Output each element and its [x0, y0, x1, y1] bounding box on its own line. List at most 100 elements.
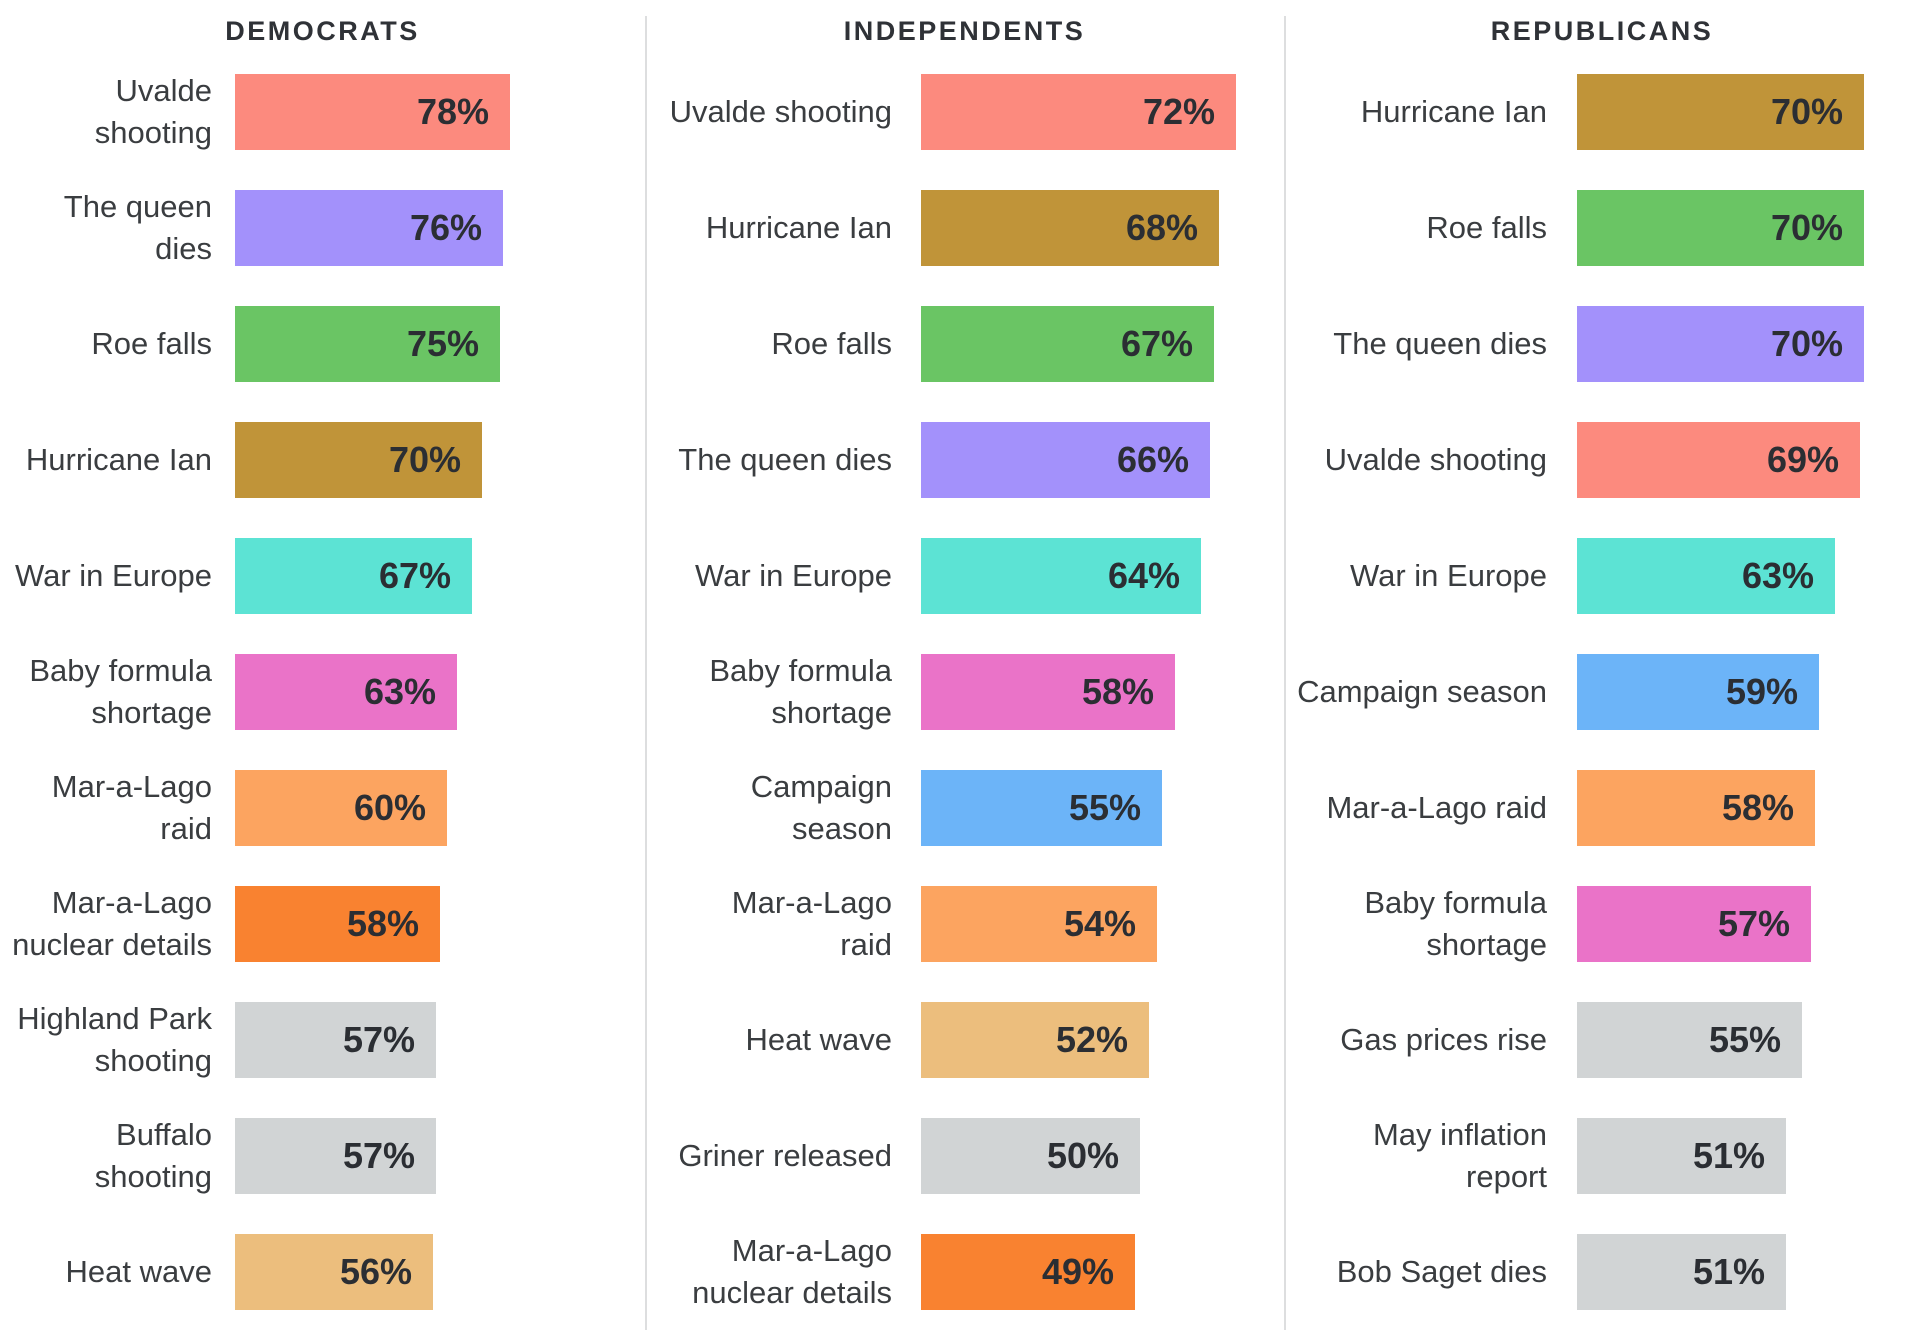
- bar-hurricane-ian: 68%: [921, 190, 1219, 266]
- bar-row: Hurricane Ian 70%: [0, 402, 645, 518]
- bar-may-inflation-report: 51%: [1577, 1118, 1786, 1194]
- bar-bob-saget-dies: 51%: [1577, 1234, 1786, 1310]
- bar-value-label: 56%: [339, 1251, 412, 1292]
- panel-republicans: REPUBLICANS Hurricane Ian 70% Roe falls 70%…: [1284, 0, 1920, 1344]
- bar-value-label: 58%: [1081, 671, 1154, 712]
- bar-value-label: 51%: [1692, 1135, 1765, 1176]
- bar-row: Gas prices rise 55%: [1284, 982, 1920, 1098]
- bar-label: War in Europe: [15, 558, 212, 593]
- bar-row: Mar-a-Lago raid 60%: [0, 750, 645, 866]
- bar-label: Hurricane Ian: [705, 210, 892, 245]
- bar-row: Griner released 50%: [645, 1098, 1284, 1214]
- bar-label: May inflation report: [1372, 1117, 1547, 1194]
- bar-row: The queen dies 76%: [0, 170, 645, 286]
- bar-row: Mar-a-Lago raid 58%: [1284, 750, 1920, 866]
- bar-row: Roe falls 70%: [1284, 170, 1920, 286]
- bar-heat-wave: 56%: [235, 1234, 433, 1310]
- bar-label: Griner released: [678, 1138, 892, 1173]
- bar-campaign-season: 55%: [921, 770, 1162, 846]
- bar-value-label: 50%: [1046, 1135, 1119, 1176]
- bar-value-label: 63%: [363, 671, 436, 712]
- bar-griner-released: 50%: [921, 1118, 1140, 1194]
- bar-value-label: 78%: [416, 91, 489, 132]
- bar-label: Mar-a-Lago nuclear details: [692, 1233, 892, 1310]
- bar-mar-a-lago-nuclear: 49%: [921, 1234, 1135, 1310]
- bar-value-label: 70%: [1770, 207, 1843, 248]
- bar-row: Baby formula shortage 58%: [645, 634, 1284, 750]
- bar-gas-prices-rise: 55%: [1577, 1002, 1802, 1078]
- bar-label: The queen dies: [63, 189, 212, 266]
- panel-title-independents: INDEPENDENTS: [843, 16, 1086, 46]
- bar-row: Uvalde shooting 69%: [1284, 402, 1920, 518]
- bar-value-label: 68%: [1125, 207, 1198, 248]
- bar-row: Campaign season 59%: [1284, 634, 1920, 750]
- bar-label: Roe falls: [1426, 210, 1547, 245]
- bar-uvalde-shooting: 78%: [235, 74, 510, 150]
- bar-row: Bob Saget dies 51%: [1284, 1214, 1920, 1330]
- bar-value-label: 58%: [346, 903, 419, 944]
- bar-label: War in Europe: [1350, 558, 1547, 593]
- panel-democrats: DEMOCRATS Uvalde shooting 78% The queen di…: [0, 0, 645, 1344]
- bar-row: Baby formula shortage 63%: [0, 634, 645, 750]
- bar-label: Roe falls: [91, 326, 212, 361]
- bar-value-label: 75%: [406, 323, 479, 364]
- bar-row: Campaign season 55%: [645, 750, 1284, 866]
- bar-label: The queen dies: [678, 442, 892, 477]
- bar-queen-dies: 70%: [1577, 306, 1864, 382]
- bar-value-label: 52%: [1055, 1019, 1128, 1060]
- bar-row: Hurricane Ian 70%: [1284, 54, 1920, 170]
- bar-mar-a-lago-nuclear: 58%: [235, 886, 440, 962]
- bar-row: Uvalde shooting 72%: [645, 54, 1284, 170]
- bar-row: Roe falls 67%: [645, 286, 1284, 402]
- bar-row: Heat wave 52%: [645, 982, 1284, 1098]
- bar-value-label: 69%: [1766, 439, 1839, 480]
- panel-rows-republicans: Hurricane Ian 70% Roe falls 70% The queen di…: [1284, 54, 1920, 1330]
- bar-label: Uvalde shooting: [94, 73, 212, 150]
- bar-value-label: 54%: [1063, 903, 1136, 944]
- bar-row: Uvalde shooting 78%: [0, 54, 645, 170]
- bar-row: May inflation report 51%: [1284, 1098, 1920, 1214]
- panel-title-democrats: DEMOCRATS: [225, 16, 420, 46]
- bar-label: Campaign season: [1297, 674, 1547, 709]
- bar-value-label: 57%: [342, 1135, 415, 1176]
- bar-baby-formula-shortage: 63%: [235, 654, 457, 730]
- bar-value-label: 70%: [1770, 91, 1843, 132]
- bar-value-label: 57%: [342, 1019, 415, 1060]
- bar-value-label: 51%: [1692, 1251, 1765, 1292]
- bar-label: Uvalde shooting: [1324, 442, 1547, 477]
- bar-label: Hurricane Ian: [25, 442, 212, 477]
- panel-independents: INDEPENDENTS Uvalde shooting 72% Hurricane…: [645, 0, 1284, 1344]
- bar-row: Highland Park shooting 57%: [0, 982, 645, 1098]
- bar-value-label: 67%: [1120, 323, 1193, 364]
- panel-rows-independents: Uvalde shooting 72% Hurricane Ian 68% Roe fa…: [645, 54, 1284, 1330]
- bar-label: Heat wave: [65, 1254, 212, 1289]
- bar-row: Mar-a-Lago nuclear details 49%: [645, 1214, 1284, 1330]
- bar-label: The queen dies: [1333, 326, 1547, 361]
- panel-divider-right: [1284, 16, 1286, 1330]
- bar-label: War in Europe: [695, 558, 892, 593]
- bar-mar-a-lago-raid: 60%: [235, 770, 447, 846]
- bar-row: Mar-a-Lago raid 54%: [645, 866, 1284, 982]
- bar-roe-falls: 75%: [235, 306, 500, 382]
- bar-value-label: 64%: [1107, 555, 1180, 596]
- bar-queen-dies: 76%: [235, 190, 503, 266]
- bar-value-label: 55%: [1708, 1019, 1781, 1060]
- bar-value-label: 70%: [388, 439, 461, 480]
- bar-row: War in Europe 63%: [1284, 518, 1920, 634]
- bar-label: Mar-a-Lago raid: [731, 885, 892, 962]
- bar-value-label: 70%: [1770, 323, 1843, 364]
- bar-value-label: 49%: [1041, 1251, 1114, 1292]
- panel-title-republicans: REPUBLICANS: [1490, 16, 1714, 46]
- bar-label: Campaign season: [750, 769, 892, 846]
- bar-row: Roe falls 75%: [0, 286, 645, 402]
- bar-label: Roe falls: [771, 326, 892, 361]
- bar-baby-formula-shortage: 57%: [1577, 886, 1811, 962]
- bar-value-label: 55%: [1068, 787, 1141, 828]
- bar-uvalde-shooting: 72%: [921, 74, 1236, 150]
- bar-buffalo-shooting: 57%: [235, 1118, 436, 1194]
- bar-roe-falls: 67%: [921, 306, 1214, 382]
- bar-value-label: 59%: [1725, 671, 1798, 712]
- bar-war-in-europe: 63%: [1577, 538, 1835, 614]
- bar-war-in-europe: 64%: [921, 538, 1201, 614]
